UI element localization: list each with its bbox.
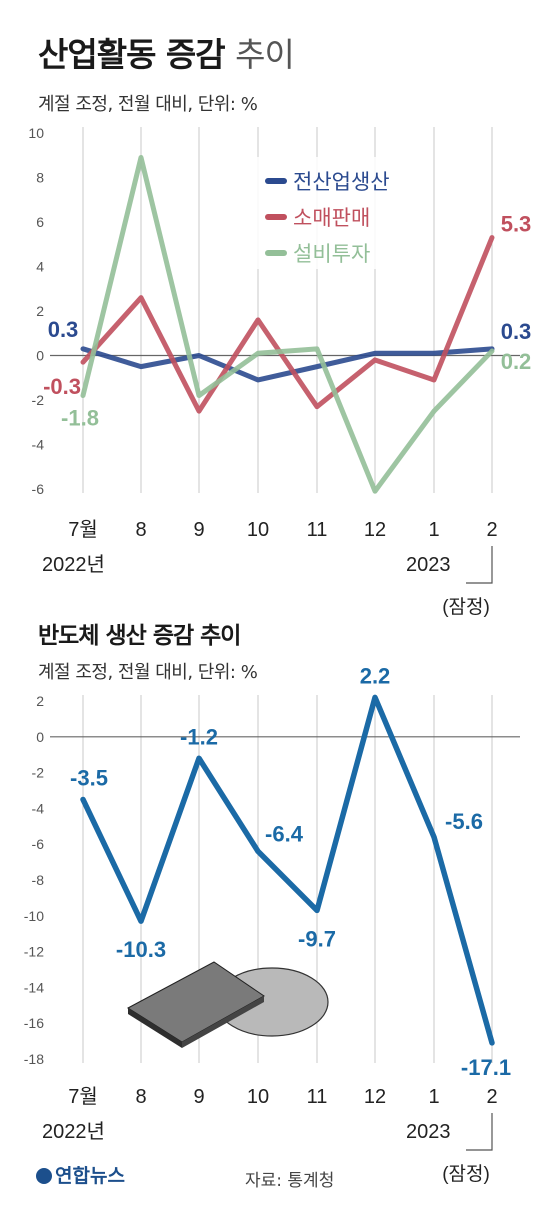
c2-ytick-label: -6 (32, 836, 45, 852)
c2-provisional-label: (잠정) (442, 1163, 490, 1185)
c1-ytick-label: 2 (36, 303, 44, 319)
c1-ytick-label: 4 (36, 259, 44, 275)
chart2-subtitle: 계절 조정, 전월 대비, 단위: % (38, 662, 258, 683)
c2-ytick-label: -8 (32, 872, 45, 888)
c1-ytick-label: 10 (28, 125, 44, 141)
c1-provisional-label: (잠정) (442, 596, 490, 618)
c1-xtick-label: 12 (364, 519, 386, 541)
source-note: 자료: 통계청 (245, 1171, 335, 1191)
c1-series-line (80, 154, 495, 494)
c1-ytick-label: 0 (36, 348, 44, 364)
logo-text: 연합뉴스 (55, 1165, 125, 1187)
chip-edge-shape (128, 1008, 182, 1048)
c2-data-label: -3.5 (70, 765, 108, 790)
c1-legend-label: 전산업생산 (293, 171, 390, 194)
c2-series-line (80, 694, 495, 1046)
c1-xtick-label: 2 (486, 519, 497, 541)
chart2-title: 반도체 생산 증감 추이 (38, 623, 241, 649)
c2-xtick-label: 1 (428, 1086, 439, 1108)
c1-ytick-label: -6 (32, 481, 45, 497)
c1-ytick-label: -4 (32, 437, 45, 453)
c2-ytick-label: -10 (24, 908, 44, 924)
c1-xtick-label: 10 (247, 519, 269, 541)
c1-xtick-label: 1 (428, 519, 439, 541)
c1-data-label: 5.3 (501, 212, 532, 237)
globe-icon (36, 1168, 52, 1184)
c1-data-label: 0.2 (501, 349, 532, 374)
c1-bracket-line (466, 546, 493, 584)
chart1-subtitle: 계절 조정, 전월 대비, 단위: % (38, 94, 258, 115)
c2-xtick-label: 9 (193, 1086, 204, 1108)
chip-edge-shape (182, 996, 264, 1048)
c1-xtick-label: 9 (193, 519, 204, 541)
c1-series-line (80, 235, 495, 414)
c2-data-label: -17.1 (461, 1055, 511, 1080)
c2-data-label: -5.6 (445, 809, 483, 834)
c2-xtick-label: 12 (364, 1086, 386, 1108)
c2-ytick-label: 2 (36, 693, 44, 709)
c1-year-label: 2022년 (42, 553, 105, 576)
c2-ytick-label: -14 (24, 979, 44, 995)
c1-xtick-label: 7월 (68, 518, 98, 541)
c2-ytick-label: -4 (32, 800, 45, 816)
c2-ytick-label: 0 (36, 729, 44, 745)
c1-legend-label: 설비투자 (293, 243, 370, 266)
c2-ytick-label: -16 (24, 1015, 44, 1031)
c2-year-label: 2022년 (42, 1120, 105, 1143)
title-suffix: 추이 (235, 35, 295, 74)
c1-data-label: 0.3 (501, 319, 532, 344)
yonhap-logo: 연합뉴스 (36, 1161, 125, 1188)
c1-ytick-label: 6 (36, 214, 44, 230)
c2-data-label: -9.7 (298, 926, 336, 951)
c1-data-label: -1.8 (61, 406, 99, 431)
c2-data-label: -10.3 (116, 937, 166, 962)
c2-ytick-label: -12 (24, 944, 44, 960)
c1-legend-label: 소매판매 (293, 207, 370, 230)
c2-year-label: 2023 (406, 1121, 451, 1143)
c1-year-label: 2023 (406, 554, 451, 576)
c2-data-label: 2.2 (360, 663, 391, 688)
c1-xtick-label: 8 (135, 519, 146, 541)
c1-ytick-label: -2 (32, 392, 45, 408)
c1-data-label: -0.3 (43, 374, 81, 399)
c2-xtick-label: 10 (247, 1086, 269, 1108)
c2-xtick-label: 8 (135, 1086, 146, 1108)
c1-xtick-label: 11 (307, 519, 328, 541)
c1-ytick-label: 8 (36, 170, 44, 186)
c1-data-label: 0.3 (48, 317, 79, 342)
c2-data-label: -1.2 (180, 724, 218, 749)
title-bold: 산업활동 증감 (38, 35, 226, 74)
c2-ytick-label: -18 (24, 1051, 44, 1067)
chart-title: 산업활동 증감 추이 (38, 28, 295, 76)
c2-xtick-label: 11 (307, 1086, 328, 1108)
c2-xtick-label: 7월 (68, 1085, 98, 1108)
c2-bracket-line (466, 1113, 493, 1151)
c2-xtick-label: 2 (486, 1086, 497, 1108)
c1-series-line (80, 346, 495, 383)
c2-data-label: -6.4 (265, 821, 304, 846)
c2-ytick-label: -2 (32, 765, 45, 781)
